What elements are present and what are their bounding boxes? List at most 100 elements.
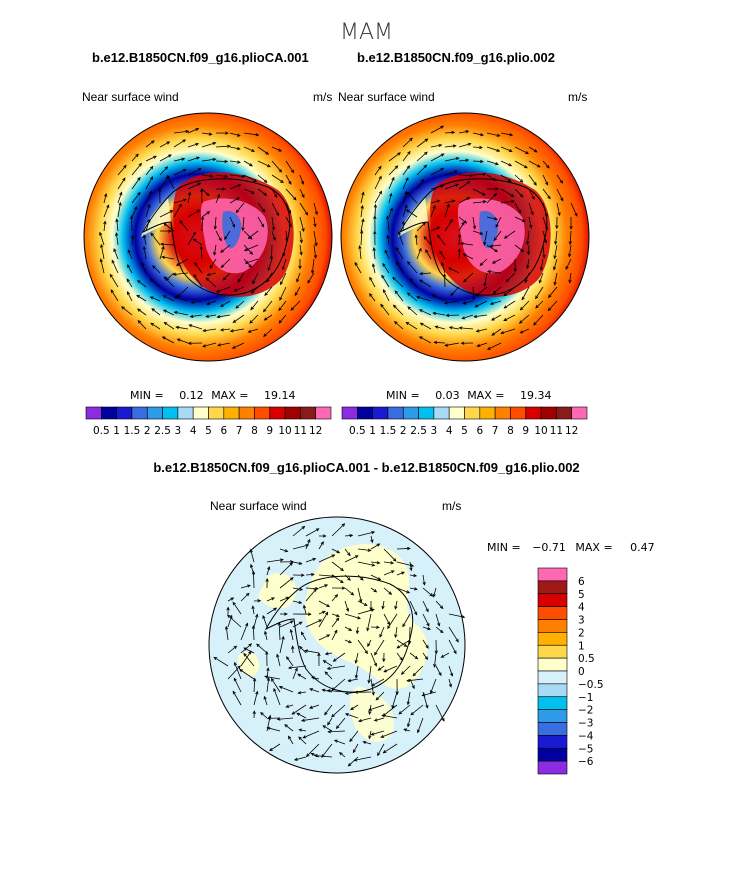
wind-vector-head — [266, 667, 270, 672]
diff-colorbar-swatch — [537, 747, 568, 762]
wind-vector-head — [355, 630, 360, 635]
wind-vector-head — [173, 311, 178, 315]
wind-vector-head — [263, 179, 268, 183]
wind-vector — [444, 170, 458, 176]
wind-vector-head — [406, 261, 411, 265]
wind-vector — [284, 724, 294, 732]
wind-vector-head — [202, 328, 207, 333]
wind-vector-head — [236, 146, 241, 151]
wind-vector-head — [279, 296, 283, 301]
wind-vector — [434, 652, 437, 667]
right-colorbar: 0.5 1 1.5 2 2.5 3 4 5 6 7 8 9 10 11 12 — [341, 406, 588, 437]
wind-vector — [472, 286, 475, 300]
wind-vector — [430, 200, 440, 204]
wind-vector — [328, 730, 346, 733]
wind-vector-head — [378, 175, 382, 180]
wind-vector-head — [503, 305, 508, 309]
wind-vector — [252, 625, 255, 641]
wind-vector — [432, 294, 446, 302]
wind-vector — [505, 272, 516, 282]
left-colorbar-tick-label: 7 — [236, 425, 243, 437]
wind-vector — [548, 300, 558, 311]
wind-vector-head — [134, 205, 138, 210]
wind-vector-head — [142, 245, 147, 250]
wind-vector — [449, 326, 460, 330]
wind-vector — [321, 743, 333, 758]
wind-vector — [565, 258, 572, 270]
wind-vector — [174, 311, 189, 316]
wind-vector-head — [518, 320, 523, 324]
wind-vector — [490, 244, 502, 247]
wind-vector-head — [193, 273, 197, 278]
wind-vector — [285, 216, 292, 227]
wind-vector-head — [220, 303, 224, 307]
wind-vector — [409, 278, 418, 288]
wind-vector-head — [491, 317, 495, 321]
wind-vector — [273, 688, 281, 706]
right-colorbar-tick-label: 5 — [461, 425, 468, 437]
wind-vector-head — [354, 659, 358, 664]
wind-vector-head — [277, 621, 281, 626]
wind-vector — [391, 691, 398, 709]
wind-vector-head — [519, 193, 524, 198]
wind-vector-head — [301, 228, 305, 233]
wind-vector — [448, 639, 457, 654]
wind-vector-head — [429, 593, 434, 597]
wind-vector — [472, 173, 486, 176]
right-colorbar-swatch — [433, 406, 450, 420]
wind-vector-head — [545, 181, 549, 186]
wind-vector — [439, 250, 446, 260]
wind-vector-head — [439, 629, 444, 634]
wind-vector — [292, 668, 298, 680]
wind-vector — [253, 614, 258, 628]
wind-vector — [448, 626, 459, 643]
wind-vector — [187, 231, 196, 246]
wind-vector — [402, 151, 411, 162]
wind-vector-head — [503, 292, 508, 297]
wind-vector — [402, 191, 408, 204]
wind-vector-head — [347, 678, 352, 683]
wind-vector-head — [414, 611, 418, 616]
wind-vector — [472, 188, 486, 196]
wind-vector-head — [450, 292, 454, 297]
wind-vector — [234, 662, 242, 680]
wind-vector — [126, 278, 133, 288]
wind-vector — [150, 278, 161, 288]
wind-vector — [313, 216, 316, 227]
wind-vector — [370, 678, 374, 695]
wind-vector — [187, 182, 201, 190]
wind-vector-head — [472, 225, 477, 230]
wind-vector — [357, 609, 375, 615]
wind-vector-head — [491, 332, 496, 336]
wind-vector-head — [486, 346, 491, 350]
wind-vector-head — [367, 643, 371, 648]
wind-vector — [366, 613, 372, 631]
wind-vector — [396, 639, 407, 647]
wind-vector-head — [458, 326, 463, 330]
wind-vector-head — [425, 704, 429, 709]
wind-vector — [540, 258, 544, 271]
wind-vector-head — [282, 252, 286, 257]
wind-vector-head — [334, 594, 339, 598]
wind-vector — [314, 755, 333, 758]
wind-vector — [285, 188, 297, 201]
wind-vector-head — [232, 224, 236, 228]
wind-vector-head — [326, 634, 331, 638]
wind-vector — [264, 286, 273, 296]
left-colorbar-swatch — [177, 406, 194, 420]
wind-vector-head — [448, 683, 453, 688]
wind-vector-head — [176, 294, 181, 298]
wind-vector-head — [245, 592, 250, 597]
wind-vector-head — [333, 739, 338, 743]
wind-vector-head — [289, 620, 294, 624]
wind-vector — [490, 300, 502, 305]
wind-vector — [311, 676, 320, 680]
wind-vector-head — [507, 178, 512, 182]
wind-vector-head — [449, 218, 453, 223]
wind-vector — [396, 587, 410, 594]
wind-vector — [299, 729, 307, 732]
wind-vector-head — [525, 150, 530, 154]
wind-vector-head — [271, 597, 275, 601]
diff-variable-label: Near surface wind — [210, 499, 307, 513]
wind-vector — [500, 174, 512, 182]
